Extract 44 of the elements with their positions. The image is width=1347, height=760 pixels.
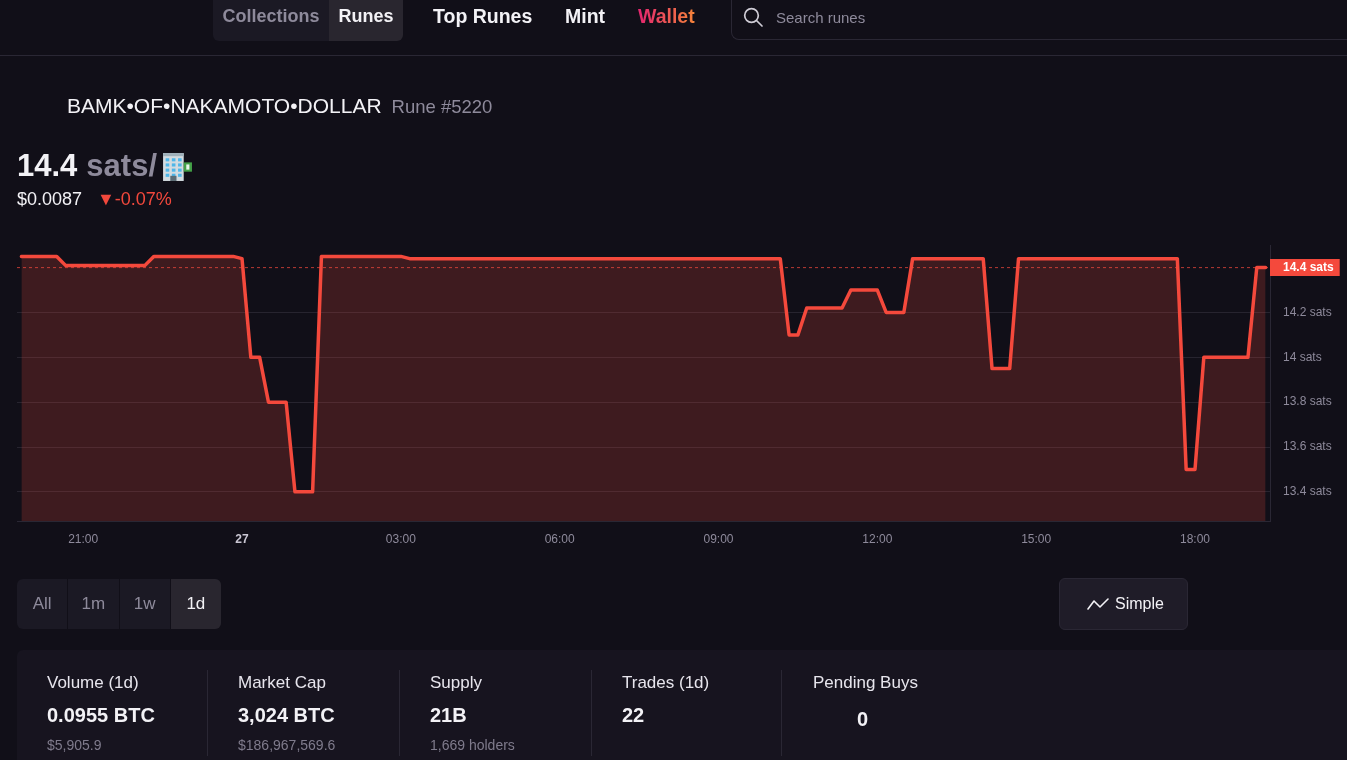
tab[interactable]: Collections: [213, 0, 329, 41]
text: sats/: [86, 148, 158, 184]
text: Pending Buys: [813, 672, 918, 694]
y-tick-label: 14.2 sats: [1283, 304, 1332, 319]
y-tick-label: 13.8 sats: [1283, 394, 1332, 409]
x-tick-label: 06:00: [544, 531, 576, 546]
tab[interactable]: 1d: [169, 579, 221, 629]
tab[interactable]: 1m: [67, 579, 119, 629]
ref-line-label: 14.4 sats: [1283, 260, 1335, 275]
text: 0: [857, 706, 869, 732]
text: 0.0955 BTC: [47, 702, 155, 728]
button[interactable]: Simple: [1059, 578, 1188, 630]
text: Market Cap: [238, 672, 326, 694]
tab[interactable]: 1w: [118, 579, 170, 629]
text: 21B: [430, 702, 467, 728]
text: 1,669 holders: [430, 736, 515, 755]
text: ▼-0.07%: [97, 187, 172, 211]
y-tick-label: 13.6 sats: [1283, 439, 1332, 454]
text: $0.0087: [17, 187, 83, 211]
text: 3,024 BTC: [238, 702, 335, 728]
x-tick-label: 03:00: [385, 531, 417, 546]
x-tick-label: 15:00: [1021, 531, 1052, 546]
y-tick-label: 14 sats: [1283, 349, 1322, 364]
tab[interactable]: All: [17, 579, 68, 629]
x-tick-label: 09:00: [703, 531, 734, 546]
chart-subtitle: Rune #5220: [391, 96, 493, 118]
x-tick-label: 12:00: [862, 531, 893, 546]
text: Supply: [430, 672, 482, 694]
y-tick-label: 13.4 sats: [1283, 484, 1332, 499]
text: 14.4: [17, 148, 78, 184]
text: $186,967,569.6: [238, 736, 336, 755]
text: Trades (1d): [622, 672, 710, 694]
text: 22: [622, 702, 645, 728]
text: $5,905.9: [47, 736, 102, 755]
text: Wallet: [638, 4, 695, 28]
search-field[interactable]: Search runes: [731, 0, 1347, 40]
x-tick-label: 27: [235, 531, 249, 546]
chart-title: BAMK•OF•NAKAMOTO•DOLLAR: [67, 94, 382, 118]
text: Mint: [565, 3, 606, 29]
x-tick-label: 18:00: [1179, 531, 1211, 546]
tab[interactable]: Runes: [329, 0, 403, 41]
text: Top Runes: [433, 3, 533, 29]
text: Volume (1d): [47, 672, 139, 694]
x-tick-label: 21:00: [68, 531, 99, 546]
